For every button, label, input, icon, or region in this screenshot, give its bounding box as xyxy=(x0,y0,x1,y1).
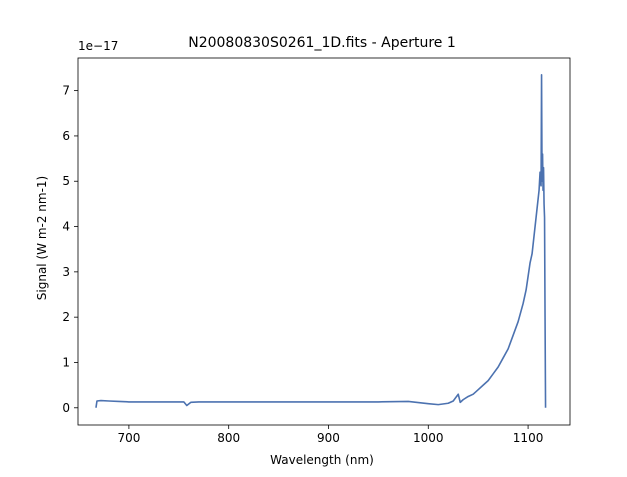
y-axis-label: Signal (W m-2 nm-1) xyxy=(35,176,49,300)
plot-frame xyxy=(77,57,571,426)
ticks-layer: 700 800 900 1000 1100 0 1 2 3 4 5 6 7 xyxy=(62,84,543,445)
y-tick-label: 2 xyxy=(62,310,70,324)
x-tick-label: 1000 xyxy=(413,431,444,445)
x-tick-label: 900 xyxy=(317,431,340,445)
y-tick-label: 6 xyxy=(62,129,70,143)
x-tick-label: 800 xyxy=(217,431,240,445)
spectrum-line xyxy=(95,73,547,408)
y-tick-label: 7 xyxy=(62,84,70,98)
y-tick-label: 3 xyxy=(62,265,70,279)
y-tick-label: 0 xyxy=(62,401,70,415)
x-tick-label: 700 xyxy=(117,431,140,445)
y-tick-label: 4 xyxy=(62,220,70,234)
series-layer xyxy=(95,73,547,408)
chart-title: N20080830S0261_1D.fits - Aperture 1 xyxy=(188,35,456,51)
x-axis-label: Wavelength (nm) xyxy=(270,453,374,467)
y-tick-label: 1 xyxy=(62,355,70,369)
x-tick-label: 1100 xyxy=(513,431,544,445)
y-tick-label: 5 xyxy=(62,174,70,188)
y-offset-text: 1e−17 xyxy=(78,39,118,53)
